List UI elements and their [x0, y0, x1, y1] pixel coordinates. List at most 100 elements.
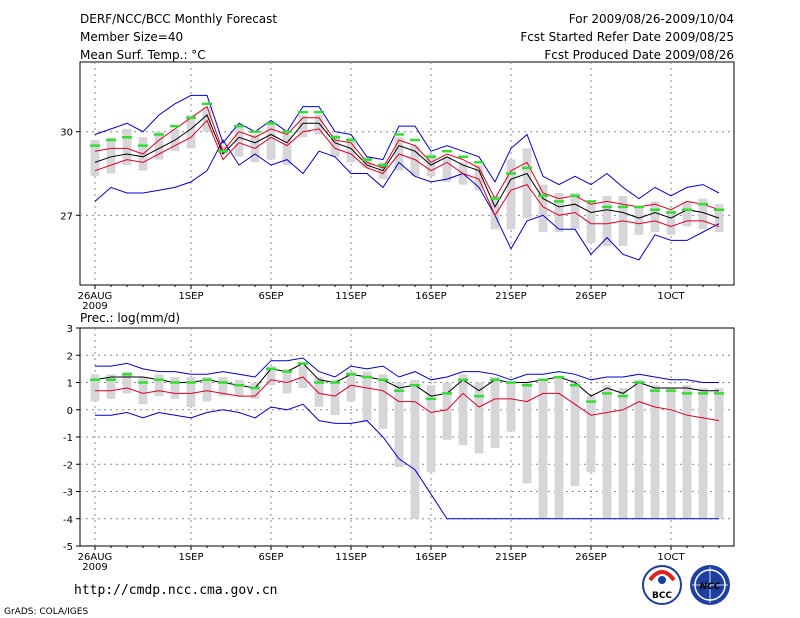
ensemble-box [682, 201, 692, 227]
ensemble-box [410, 379, 420, 519]
y-tick-label: -2 [63, 460, 73, 471]
ensemble-box [314, 114, 324, 135]
bcc-logo: BCC [642, 565, 682, 605]
ensemble-box [362, 371, 372, 421]
precip-chart-title: Prec.: log(mm/d) [80, 311, 180, 325]
member-size: Member Size=40 [80, 30, 183, 44]
ensemble-box [506, 382, 516, 432]
x-tick-label: 6SEP [258, 291, 283, 302]
ensemble-box [90, 374, 100, 402]
ensemble-box [122, 371, 132, 394]
x-tick-label: 21SEP [495, 552, 526, 563]
x-tick-label: 1OCT [657, 552, 685, 563]
ensemble-box [714, 387, 724, 519]
ncc-logo: NCC [690, 565, 730, 605]
bcc-logo-text: BCC [652, 591, 672, 601]
ensemble-box [186, 114, 196, 149]
ensemble-box [234, 126, 244, 157]
ensemble-box [250, 382, 260, 399]
ensemble-box [314, 377, 324, 408]
x-year-label: 2009 [82, 562, 107, 573]
ensemble-box [650, 385, 660, 519]
ensemble-box [106, 137, 116, 174]
x-tick-label: 11SEP [335, 552, 366, 563]
temperature-chart: 26AUG 1SEP 6SEP 11SEP 16SEP 21SEP 26SEP 1OCT 200… [60, 61, 735, 312]
y-tick-label: 30 [60, 128, 73, 139]
ensemble-box [570, 379, 580, 487]
x-tick-label: 26SEP [575, 552, 606, 563]
y-tick-label: 0 [67, 406, 73, 417]
ensemble-box [218, 377, 228, 397]
x-tick-label: 1OCT [657, 291, 685, 302]
ensemble-box [186, 377, 196, 408]
max-line [94, 94, 720, 200]
min-line [94, 139, 720, 261]
ensemble-box [522, 382, 532, 484]
x-tick-label: 26AUG [78, 552, 113, 563]
ensemble-box [554, 377, 564, 519]
ensemble-box [426, 385, 436, 473]
ensemble-box [634, 206, 644, 235]
ensemble-box [298, 114, 308, 138]
ensemble-box [154, 374, 164, 397]
ensemble-box [170, 377, 180, 399]
ensemble-box [330, 134, 340, 157]
ensemble-box [586, 201, 596, 244]
ensemble-box [666, 387, 676, 519]
x-tick-label: 11SEP [335, 291, 366, 302]
ensemble-box [122, 128, 132, 166]
ensemble-box [602, 195, 612, 246]
produced-date: Fcst Produced Date 2009/08/26 [544, 48, 734, 62]
ensemble-box [106, 374, 116, 399]
ensemble-box [442, 382, 452, 440]
variable-label: Mean Surf. Temp.: °C [80, 48, 206, 62]
refer-date: Fcst Started Refer Date 2009/08/25 [520, 30, 734, 44]
x-tick-label: 1SEP [178, 552, 203, 563]
y-tick-label: 2 [67, 351, 73, 362]
ensemble-box [442, 156, 452, 182]
ensemble-box [554, 193, 564, 233]
y-tick-label: -1 [63, 433, 73, 444]
ncc-logo-text: NCC [700, 582, 721, 592]
x-tick-label: 16SEP [415, 291, 446, 302]
ensemble-box [634, 379, 644, 519]
source-url[interactable]: http://cmdp.ncc.cma.gov.cn [74, 583, 278, 598]
min-line [95, 403, 719, 520]
ensemble-box [506, 159, 516, 230]
ensemble-box [234, 379, 244, 397]
ensemble-box [586, 396, 596, 473]
ensemble-box [698, 387, 708, 519]
y-tick-label: -3 [63, 488, 73, 499]
ensemble-box [202, 106, 212, 132]
max-line [95, 357, 719, 383]
ensemble-box [490, 377, 500, 448]
x-tick-label: 26SEP [575, 291, 606, 302]
ensemble-box [346, 371, 356, 402]
ensemble-box [282, 134, 292, 166]
ensemble-box [266, 366, 276, 386]
sigma-lower-line [95, 376, 720, 422]
ensemble-box [346, 137, 356, 163]
x-tick-label: 21SEP [495, 291, 526, 302]
ensemble-box [666, 209, 676, 235]
ensemble-box [410, 145, 420, 177]
x-tick-label: 16SEP [415, 552, 446, 563]
sigma-lower-line [94, 119, 720, 228]
ensemble-box [394, 382, 404, 467]
ensemble-box [266, 123, 276, 160]
ensemble-box [602, 385, 612, 519]
y-tick-label: -4 [63, 515, 73, 526]
ensemble-box [538, 184, 548, 233]
ensemble-box [202, 377, 212, 402]
y-tick-label: 1 [67, 379, 73, 390]
ensemble-box [458, 374, 468, 446]
ensemble-box [618, 387, 628, 519]
ensemble-box [330, 379, 340, 416]
plot-frame [79, 61, 735, 286]
grads-credit: GrADS: COLA/IGES [4, 607, 88, 617]
precipitation-chart: 26AUG 1SEP 6SEP 11SEP 16SEP 21SEP 26SEP 1OCT 200… [63, 324, 735, 573]
mean-line [94, 362, 719, 397]
ensemble-box [378, 374, 388, 429]
ensemble-box [522, 148, 532, 219]
